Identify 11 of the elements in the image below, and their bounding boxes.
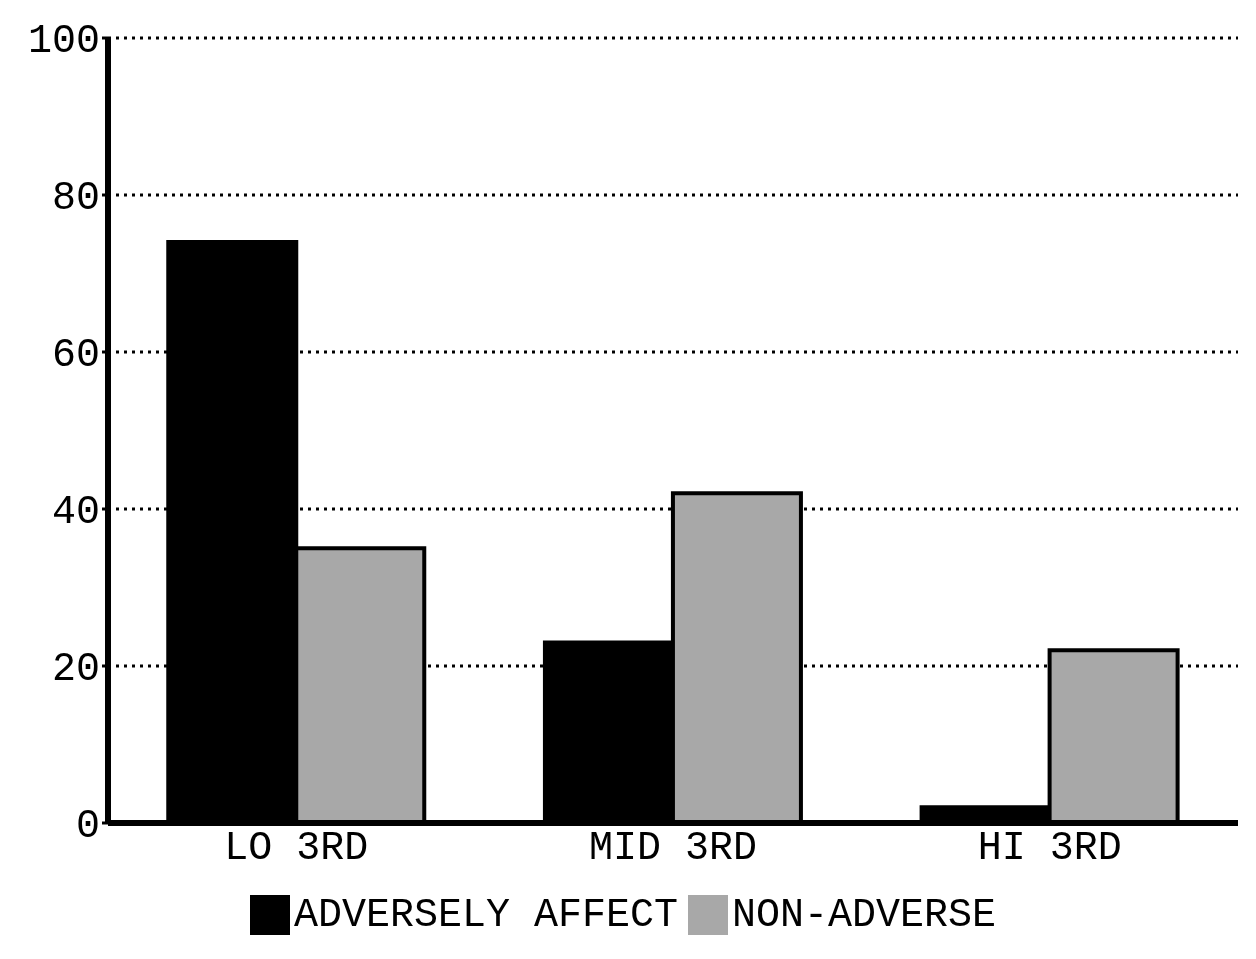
y-tick-label: 20: [51, 647, 100, 693]
x-tick-label: MID 3RD: [588, 826, 758, 872]
y-tick-label: 40: [51, 490, 100, 536]
x-tick-label: LO 3RD: [224, 826, 369, 872]
y-tick-label: 80: [51, 176, 100, 222]
legend-label: NON-ADVERSE: [732, 893, 997, 938]
y-tick-label: 0: [75, 804, 100, 850]
x-tick-label: HI 3RD: [977, 826, 1122, 872]
y-tick-label: 100: [27, 19, 100, 65]
y-tick-label: 60: [51, 333, 100, 379]
legend-label: ADVERSELY AFFECT: [293, 893, 678, 938]
